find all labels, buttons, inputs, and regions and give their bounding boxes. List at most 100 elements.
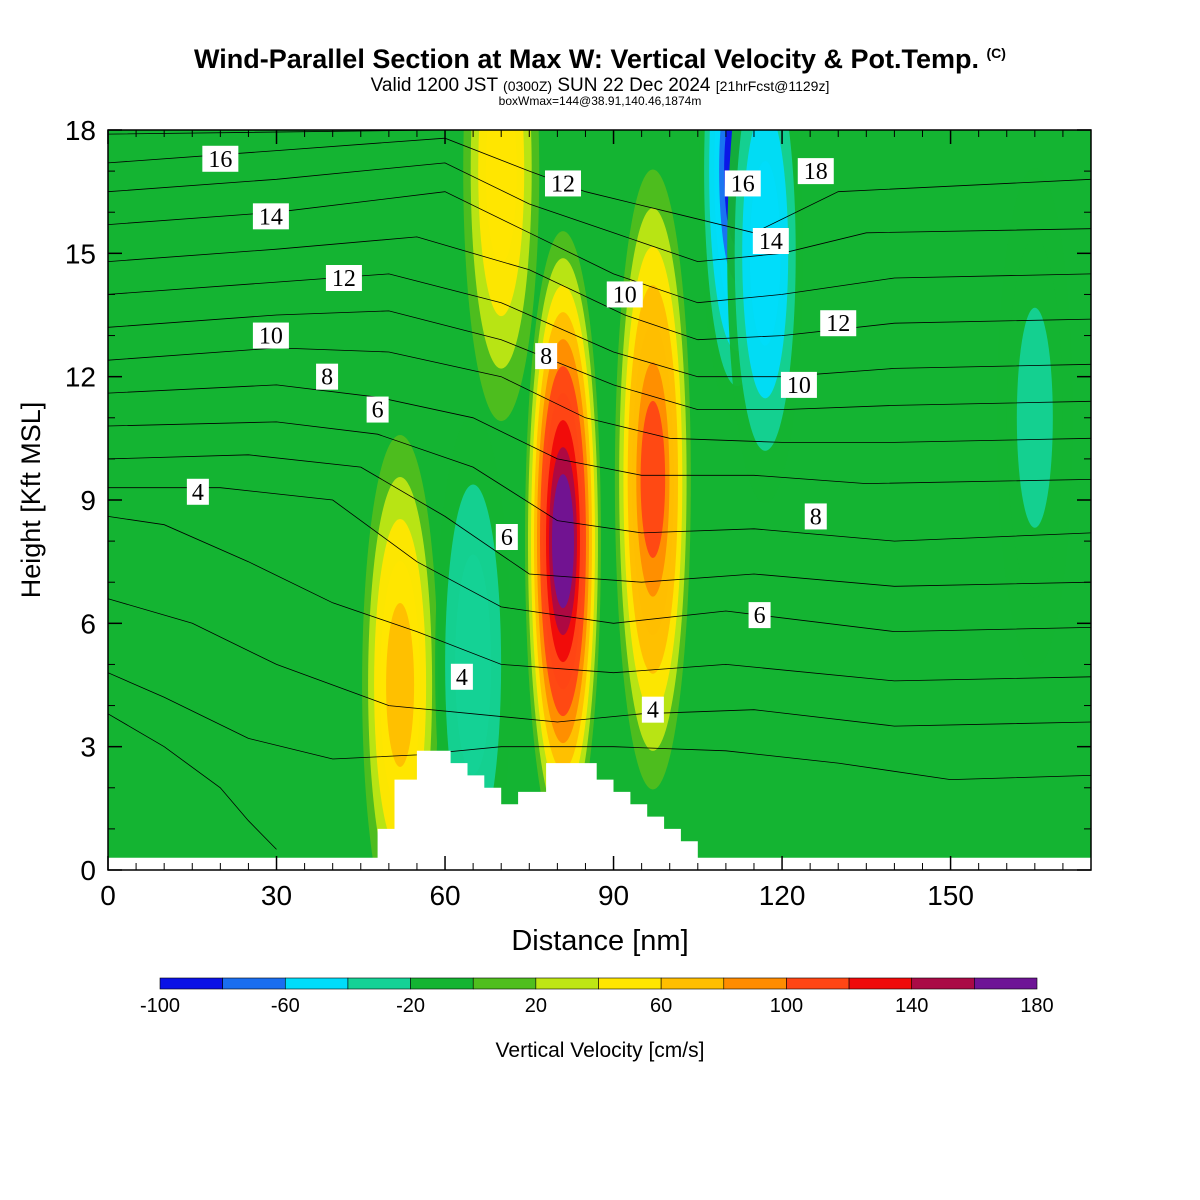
contour-label: 10 (780, 371, 817, 399)
contour-label: 16 (724, 170, 761, 197)
x-tick-label: 0 (100, 880, 116, 911)
contour-label-text: 6 (372, 398, 384, 424)
theta-contour-line (108, 236, 1091, 341)
colorbar-tick-label: -20 (396, 995, 425, 1017)
contour-label-text: 10 (787, 373, 811, 399)
velocity-cell (1016, 307, 1053, 528)
y-tick-label: 6 (80, 608, 96, 639)
x-axis-label: Distance [nm] (511, 925, 688, 957)
colorbar-tick-label: 100 (770, 995, 803, 1017)
velocity-cell (386, 603, 415, 767)
velocity-cell (640, 400, 666, 559)
colorbar-tick-label: 180 (1020, 995, 1053, 1017)
colorbar-tick-label: 60 (650, 995, 672, 1017)
contour-label: 4 (186, 478, 209, 506)
y-tick-label: 3 (80, 732, 96, 763)
contour-label-bg (495, 524, 518, 550)
x-tick-label: 90 (598, 880, 629, 911)
contour-label-bg (325, 265, 362, 291)
theta-contour-line (108, 162, 1091, 263)
contour-label-text: 10 (259, 324, 283, 350)
contour-label-bg (252, 322, 289, 349)
theta-contour-line (108, 137, 1091, 234)
contour-label-text: 12 (826, 311, 850, 337)
contour-label-text: 12 (551, 171, 575, 197)
contour-label-text: 18 (804, 159, 828, 185)
contour-label: 10 (252, 322, 289, 350)
colorbar-swatch (974, 977, 1038, 990)
contour-label-bg (724, 170, 761, 197)
x-tick-label: 120 (759, 880, 806, 911)
contour-label-bg (606, 281, 643, 308)
colorbar-tick-label: 20 (525, 995, 547, 1017)
contour-label: 6 (366, 396, 389, 424)
contour-label-bg (748, 602, 771, 629)
contour-label: 12 (544, 170, 581, 197)
contour-label-bg (202, 145, 239, 172)
contour-label-text: 8 (810, 504, 822, 530)
contour-label-bg (804, 503, 827, 530)
contour-label-bg (820, 310, 857, 337)
contour-label-text: 14 (759, 229, 783, 255)
contour-label-bg (186, 478, 209, 505)
contour-label: 6 (748, 602, 771, 629)
contour-label: 10 (606, 281, 643, 308)
chart-subtitle: Valid 1200 JST (0300Z) SUN 22 Dec 2024 [… (0, 75, 1200, 97)
contour-label: 14 (252, 203, 289, 230)
valid-time-jst: Valid 1200 JST (370, 75, 498, 96)
theta-contour-line (108, 598, 1091, 727)
y-tick-label: 15 (65, 238, 96, 269)
colorbar-swatch (660, 977, 725, 990)
contour-label: 18 (797, 158, 834, 185)
colorbar-swatch (598, 977, 662, 990)
y-tick-label: 0 (80, 855, 96, 886)
contour-label-text: 4 (192, 480, 204, 506)
y-tick-label: 9 (80, 485, 96, 516)
colorbar-swatch (472, 977, 537, 990)
colorbar-swatch (723, 977, 787, 990)
theta-contour-line (108, 384, 1091, 485)
valid-time-utc: (0300Z) (503, 78, 553, 94)
y-axis-label: Height [Kft MSL] (16, 402, 46, 599)
theta-contour-line (108, 191, 1091, 304)
colorbar-swatch (911, 977, 975, 990)
contour-label: 4 (450, 663, 473, 691)
theta-contour-line (108, 487, 1091, 633)
colorbar-swatch (159, 977, 223, 990)
contour-label: 8 (316, 363, 339, 391)
contour-label-bg (641, 696, 664, 723)
velocity-cell (455, 554, 492, 775)
contour-label-bg (797, 158, 834, 185)
contour-label-text: 4 (647, 698, 659, 724)
contour-label-bg (316, 363, 339, 390)
contour-label-text: 6 (754, 603, 766, 629)
colorbar-tick-label: -100 (140, 995, 180, 1017)
colorbar-swatch (535, 977, 599, 990)
contour-label: 14 (752, 228, 789, 255)
colorbar: -100 -60 -20 20 60 100 140 180 (140, 977, 1054, 1017)
contour-label: 12 (325, 265, 362, 292)
theta-contours (108, 130, 1091, 850)
colorbar-swatch (786, 977, 850, 990)
contour-label: 16 (202, 145, 239, 173)
colorbar-swatch (284, 977, 349, 990)
colorbar-swatch (347, 977, 411, 990)
theta-contour-line (108, 516, 1091, 682)
contour-label-bg (366, 396, 389, 423)
contour-label-text: 12 (332, 266, 356, 292)
contour-label: 4 (641, 696, 664, 724)
terrain (108, 750, 1091, 870)
colorbar-label: Vertical Velocity [cm/s] (496, 1039, 705, 1062)
colorbar-tick-label: 140 (895, 995, 928, 1017)
y-tick-label: 18 (65, 115, 96, 146)
contour-label: 12 (820, 310, 857, 337)
valid-date: SUN 22 Dec 2024 (557, 75, 711, 96)
contour-label-bg (252, 203, 289, 230)
theta-contour-line (108, 713, 277, 850)
contour-label-text: 8 (540, 344, 552, 370)
contour-label: 8 (804, 503, 827, 530)
contour-label: 8 (535, 343, 558, 370)
terrain-profile (108, 750, 1091, 870)
chart-title: Wind-Parallel Section at Max W: Vertical… (0, 44, 1200, 75)
colorbar-swatch (848, 977, 913, 990)
